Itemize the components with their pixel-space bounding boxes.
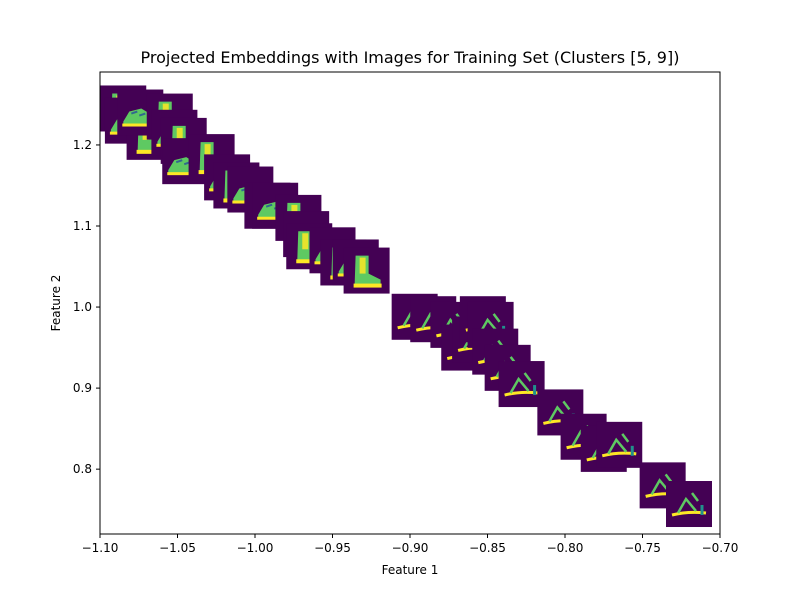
- image-thumbnail: [498, 361, 545, 408]
- y-tick-label: 1.1: [73, 219, 92, 233]
- x-tick-label: −0.80: [547, 541, 584, 555]
- x-tick-label: −0.75: [624, 541, 661, 555]
- image-thumbnail: [666, 481, 712, 528]
- x-tick-label: −1.10: [82, 541, 119, 555]
- y-tick-label: 1.2: [73, 138, 92, 152]
- y-axis-label: Feature 2: [49, 275, 63, 332]
- image-markers: [100, 85, 712, 528]
- x-tick-label: −1.00: [237, 541, 274, 555]
- x-tick-label: −0.85: [469, 541, 506, 555]
- x-tick-label: −0.95: [314, 541, 351, 555]
- y-axis-ticks: 0.8 0.9 1.0 1.1 1.2: [73, 138, 100, 476]
- y-tick-label: 0.9: [73, 381, 92, 395]
- x-axis-ticks: −1.10 −1.05 −1.00 −0.95 −0.90 −0.85 −0.80 −0.75…: [82, 534, 739, 555]
- x-tick-label: −0.90: [392, 541, 429, 555]
- x-axis-label: Feature 1: [382, 563, 439, 577]
- y-tick-label: 1.0: [73, 300, 92, 314]
- y-tick-label: 0.8: [73, 462, 92, 476]
- x-tick-label: −1.05: [159, 541, 196, 555]
- image-thumbnail: [343, 247, 390, 294]
- x-tick-label: −0.70: [702, 541, 739, 555]
- chart-title: Projected Embeddings with Images for Tra…: [141, 48, 680, 67]
- image-thumbnail: [596, 421, 643, 468]
